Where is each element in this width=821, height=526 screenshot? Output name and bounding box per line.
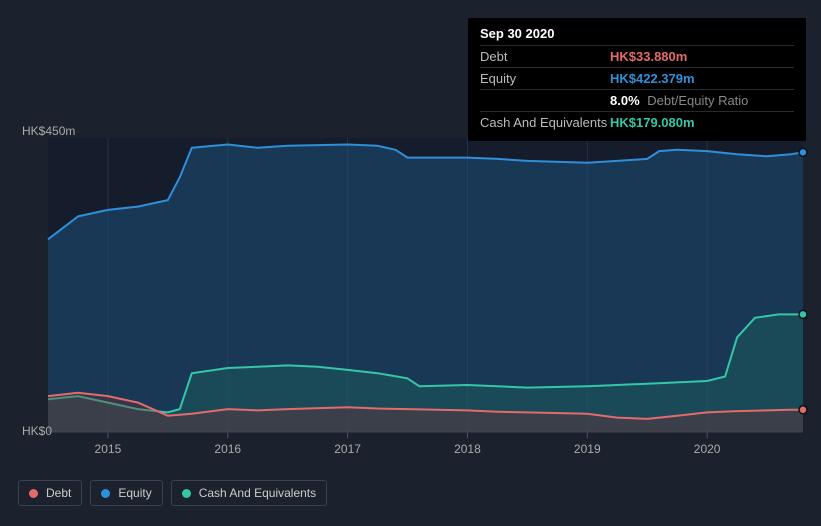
x-tick-label: 2018 — [454, 442, 481, 456]
y-axis-max-label: HK$450m — [22, 124, 75, 138]
tooltip-row-label: Equity — [480, 71, 610, 86]
legend-label: Equity — [118, 486, 151, 500]
x-tick-label: 2016 — [214, 442, 241, 456]
x-tick-label: 2019 — [574, 442, 601, 456]
legend-label: Debt — [46, 486, 71, 500]
tooltip-row-label: Debt — [480, 49, 610, 64]
legend-item-cash[interactable]: Cash And Equivalents — [171, 480, 327, 506]
chart-tooltip: Sep 30 2020 DebtHK$33.880mEquityHK$422.3… — [468, 18, 806, 141]
legend-label: Cash And Equivalents — [199, 486, 316, 500]
tooltip-row: Cash And EquivalentsHK$179.080m — [480, 111, 794, 133]
legend-item-equity[interactable]: Equity — [90, 480, 162, 506]
tooltip-row-value: 8.0% Debt/Equity Ratio — [610, 93, 748, 108]
tooltip-header: Sep 30 2020 — [480, 26, 794, 41]
legend-swatch — [182, 489, 191, 498]
tooltip-row-value: HK$179.080m — [610, 115, 695, 130]
legend: Debt Equity Cash And Equivalents — [18, 480, 327, 506]
tooltip-row-label: Cash And Equivalents — [480, 115, 610, 130]
legend-swatch — [101, 489, 110, 498]
x-tick-label: 2020 — [694, 442, 721, 456]
tooltip-row-label — [480, 93, 610, 108]
tooltip-row-value: HK$422.379m — [610, 71, 695, 86]
legend-item-debt[interactable]: Debt — [18, 480, 82, 506]
legend-swatch — [29, 489, 38, 498]
chart-container: HK$450m HK$0 2015 2016 2017 2018 2019 2020 Se… — [0, 0, 821, 526]
tooltip-row: EquityHK$422.379m — [480, 67, 794, 89]
tooltip-row: DebtHK$33.880m — [480, 45, 794, 67]
x-tick-label: 2015 — [95, 442, 122, 456]
y-axis-min-label: HK$0 — [22, 424, 52, 438]
tooltip-row-value: HK$33.880m — [610, 49, 687, 64]
x-tick-label: 2017 — [334, 442, 361, 456]
tooltip-row: 8.0% Debt/Equity Ratio — [480, 89, 794, 111]
